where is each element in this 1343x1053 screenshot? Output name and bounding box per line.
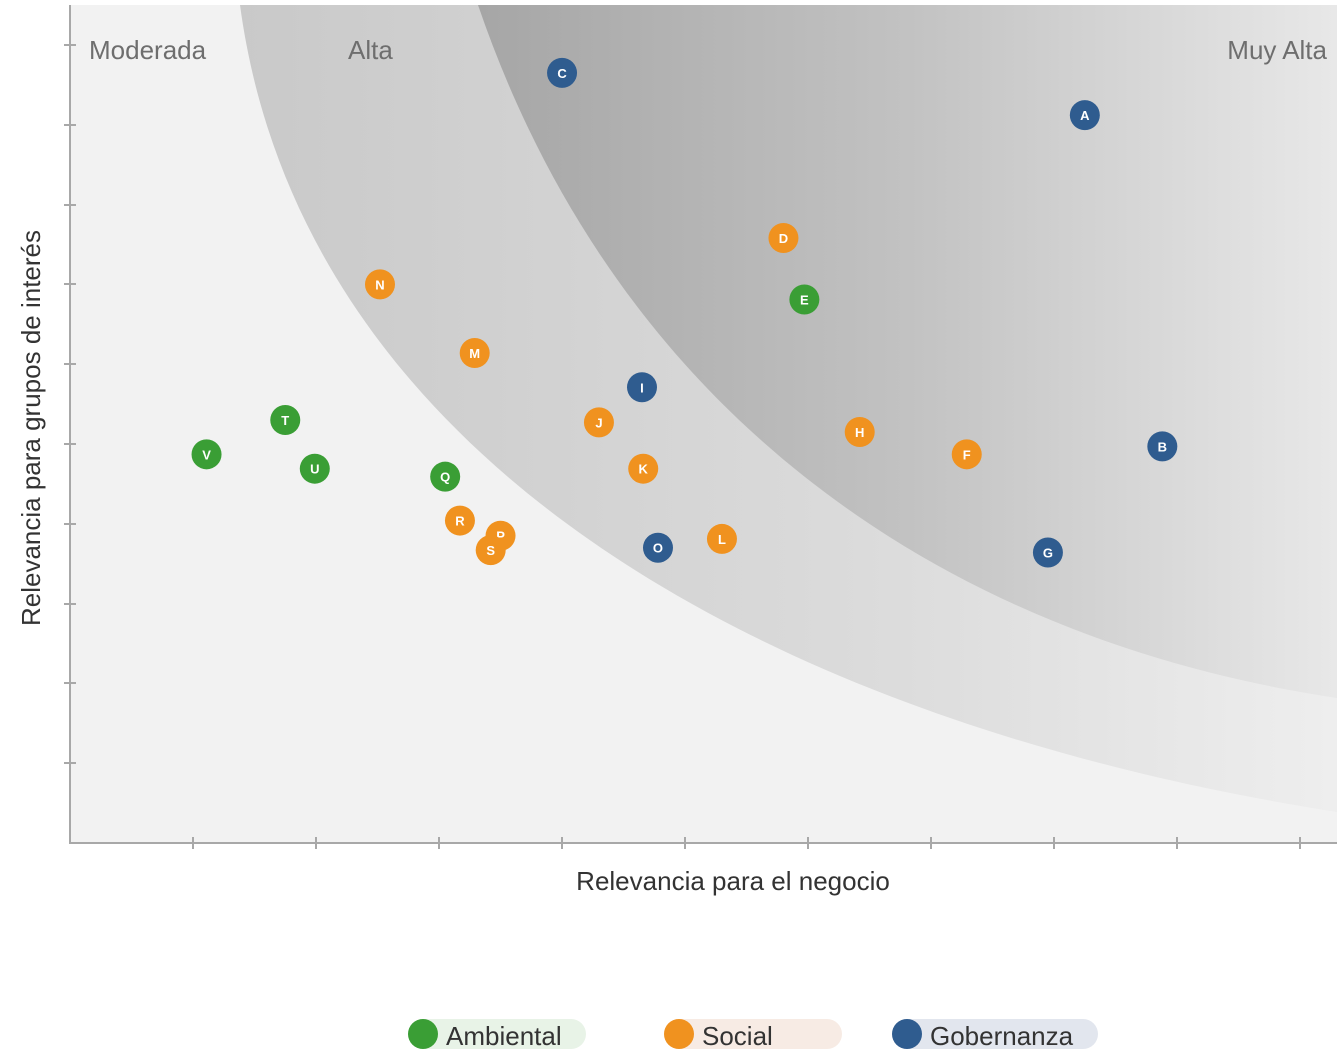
point-c: C <box>547 57 578 88</box>
point-m: M <box>459 337 490 368</box>
point-i: I <box>626 372 657 403</box>
legend-marker-social <box>664 1019 694 1049</box>
point-d: D <box>768 223 799 254</box>
point-h: H <box>844 416 875 447</box>
point-label: J <box>595 415 602 430</box>
point-marker <box>475 535 506 566</box>
point-marker <box>628 453 659 484</box>
point-marker <box>430 461 461 492</box>
point-e: E <box>789 284 820 315</box>
point-a: A <box>1069 100 1100 131</box>
point-marker <box>1069 100 1100 131</box>
materiality-chart: Moderada Alta Muy Alta Relevancia para e… <box>16 5 1337 896</box>
legend-item-social: Social <box>664 1019 842 1051</box>
y-axis-title: Relevancia para grupos de interés <box>16 230 46 626</box>
legend-item-ambiental: Ambiental <box>408 1019 586 1051</box>
point-label: M <box>469 346 480 361</box>
point-u: U <box>299 453 330 484</box>
point-label: T <box>281 413 289 428</box>
point-marker <box>1147 431 1178 462</box>
point-label: G <box>1043 545 1053 560</box>
point-label: U <box>310 462 319 477</box>
point-marker <box>459 337 490 368</box>
point-j: J <box>583 407 614 438</box>
point-marker <box>191 439 222 470</box>
zone-label-alta: Alta <box>348 35 393 65</box>
point-label: R <box>455 514 465 529</box>
point-marker <box>768 223 799 254</box>
point-label: I <box>640 380 644 395</box>
point-marker <box>444 505 475 536</box>
point-label: S <box>486 543 495 558</box>
zone-label-muy-alta: Muy Alta <box>1227 35 1327 65</box>
point-label: D <box>779 231 788 246</box>
point-marker <box>844 416 875 447</box>
axes <box>64 5 1337 849</box>
point-label: H <box>855 425 864 440</box>
point-marker <box>626 372 657 403</box>
point-marker <box>642 532 673 563</box>
point-n: N <box>364 269 395 300</box>
point-marker <box>547 57 578 88</box>
point-marker <box>364 269 395 300</box>
legend-label-ambiental: Ambiental <box>446 1021 562 1051</box>
point-r: R <box>444 505 475 536</box>
point-t: T <box>270 405 301 436</box>
point-label: N <box>375 277 384 292</box>
point-marker <box>1032 537 1063 568</box>
legend: Ambiental Social Gobernanza <box>0 1019 1343 1053</box>
zone-label-moderada: Moderada <box>89 35 207 65</box>
point-label: K <box>639 462 649 477</box>
legend-label-social: Social <box>702 1021 773 1051</box>
point-label: E <box>800 292 809 307</box>
legend-marker-ambiental <box>408 1019 438 1049</box>
point-label: A <box>1080 108 1090 123</box>
point-l: L <box>706 523 737 554</box>
point-label: C <box>557 66 567 81</box>
point-label: Q <box>440 470 450 485</box>
point-v: V <box>191 439 222 470</box>
point-marker <box>706 523 737 554</box>
point-label: P <box>496 529 505 544</box>
x-axis-title: Relevancia para el negocio <box>576 866 890 896</box>
point-marker <box>951 439 982 470</box>
point-label: V <box>202 447 211 462</box>
point-g: G <box>1032 537 1063 568</box>
point-marker <box>299 453 330 484</box>
point-marker <box>270 405 301 436</box>
point-label: O <box>653 541 663 556</box>
point-label: B <box>1158 439 1167 454</box>
point-s: S <box>475 535 506 566</box>
point-k: K <box>628 453 659 484</box>
point-q: Q <box>430 461 461 492</box>
point-b: B <box>1147 431 1178 462</box>
point-f: F <box>951 439 982 470</box>
point-label: F <box>963 447 971 462</box>
data-points: E T V U Q D N M J H F K R P L S C A I B O G <box>191 57 1178 568</box>
point-label: L <box>718 532 726 547</box>
point-o: O <box>642 532 673 563</box>
legend-item-gobernanza: Gobernanza <box>892 1019 1098 1051</box>
point-marker <box>583 407 614 438</box>
legend-label-gobernanza: Gobernanza <box>930 1021 1074 1051</box>
zone-muy-alta-band <box>478 5 1337 698</box>
point-marker <box>789 284 820 315</box>
legend-marker-gobernanza <box>892 1019 922 1049</box>
